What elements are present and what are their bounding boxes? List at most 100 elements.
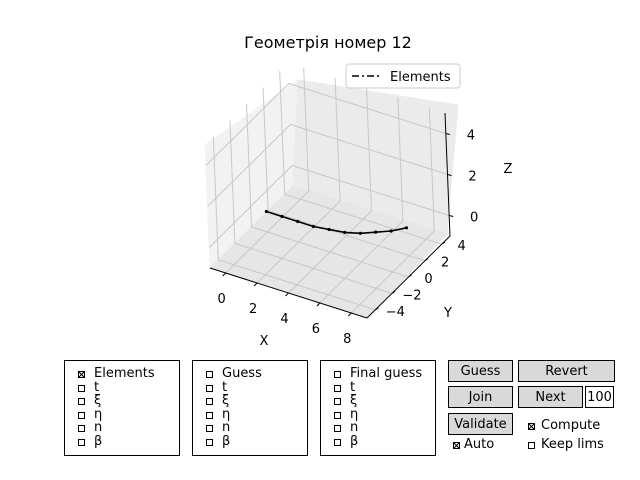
x-tick-label: 0 [218,292,226,307]
checkbox-box[interactable] [334,371,341,378]
x-tick-label: 2 [249,302,257,317]
checkbox-label: ξ [222,393,230,409]
series-point [389,229,393,233]
auto-checkbox[interactable] [453,442,460,449]
z-tick [449,215,454,217]
series-point [264,209,268,214]
keep-lims-label: Keep lims [541,437,604,452]
x-gridline [256,77,341,284]
checkbox-label: Guess [222,366,262,381]
checkbox-box[interactable] [334,384,341,392]
checkbox-box[interactable] [334,425,341,433]
y-tick-label: 2 [441,256,449,271]
panel-guess: Guess t ξ η n β [192,360,308,456]
series-point [358,231,362,235]
z-tick-label: 0 [470,211,478,226]
series-point [404,226,409,230]
checkbox-box[interactable] [206,439,213,446]
x-tick-label: 4 [280,312,288,327]
guess-button[interactable]: Guess [448,360,513,382]
series-point [327,227,331,232]
series-point [311,224,316,229]
checkbox-label: n [94,420,103,436]
checkbox-box[interactable] [78,384,85,392]
compute-checkbox[interactable] [528,423,535,430]
checkbox-box[interactable] [206,411,213,419]
panel-final-guess: Final guess t ξ η n β [320,360,436,456]
checkbox-label: t [94,379,100,395]
series-point [374,230,378,234]
validate-button[interactable]: Validate [448,413,513,435]
checkbox-box[interactable] [206,398,213,406]
checkbox-box[interactable] [78,439,85,446]
legend: Elements [345,63,461,89]
legend-label: Elements [390,70,451,85]
checkbox-label: Elements [94,366,155,381]
checkbox-label: Final guess [350,366,423,381]
z-tick-label: 2 [468,170,476,185]
series-group [264,209,409,235]
x-tick [222,272,227,277]
series-line-elements [266,210,407,235]
checkbox-box[interactable] [206,371,213,378]
checkbox-label: β [350,434,359,449]
checkbox-label: η [350,406,359,422]
checkbox-box[interactable] [78,411,85,419]
checkbox-label: n [350,420,359,436]
x-gridline [350,107,435,314]
z-axis-label: Z [504,162,513,177]
checkbox-label: t [222,379,228,395]
x-tick-label: 6 [312,322,320,337]
x-tick-label: 8 [343,332,351,347]
y-axis-label: Y [443,306,452,321]
y-tick-label: −4 [386,305,405,320]
axis-lines [209,112,454,319]
checkbox-label: ξ [350,393,358,409]
checkbox-label: η [222,406,231,422]
y-gridline [218,259,376,311]
z-tick [445,133,450,135]
join-button[interactable]: Join [448,386,513,408]
checkbox-label: η [94,406,103,422]
x-tick [253,282,258,287]
x-axis-line [209,267,368,319]
checkbox-label: ξ [94,393,102,409]
checkbox-box[interactable] [206,384,213,392]
revert-button[interactable]: Revert [518,360,615,382]
series-point [296,219,300,224]
x-tick [285,292,289,297]
checkbox-box[interactable] [78,371,85,378]
checkbox-label: n [222,420,231,436]
checkbox-box[interactable] [334,439,341,446]
checkbox-box[interactable] [78,398,85,406]
count-input[interactable]: 100 [585,386,614,408]
next-button[interactable]: Next [518,386,583,408]
checkbox-label: t [350,379,356,395]
checkbox-label: β [94,434,103,449]
z-tick-label: 4 [467,129,475,144]
checkbox-box[interactable] [78,425,85,433]
checkbox-box[interactable] [206,425,213,433]
x-axis-label: X [260,334,269,349]
grid-lines [205,67,450,314]
z-gridline [208,164,450,248]
panel-elements: Elements t ξ η n β [64,360,180,456]
x-gridline [288,87,373,294]
x-gridline [319,97,404,304]
y-gridline [284,193,442,245]
y-tick-label: 4 [458,239,466,254]
z-gridline [205,82,446,166]
y-gridline [251,226,409,278]
x-gridline [225,67,310,274]
z-tick [447,174,452,176]
compute-label: Compute [541,418,601,433]
checkbox-label: β [222,434,231,449]
checkbox-box[interactable] [334,411,341,419]
y-gridline [234,242,393,294]
keep-lims-checkbox[interactable] [528,442,535,449]
checkbox-box[interactable] [334,398,341,406]
plot-title: Геометрія номер 12 [244,33,412,52]
x-tick [316,302,321,307]
